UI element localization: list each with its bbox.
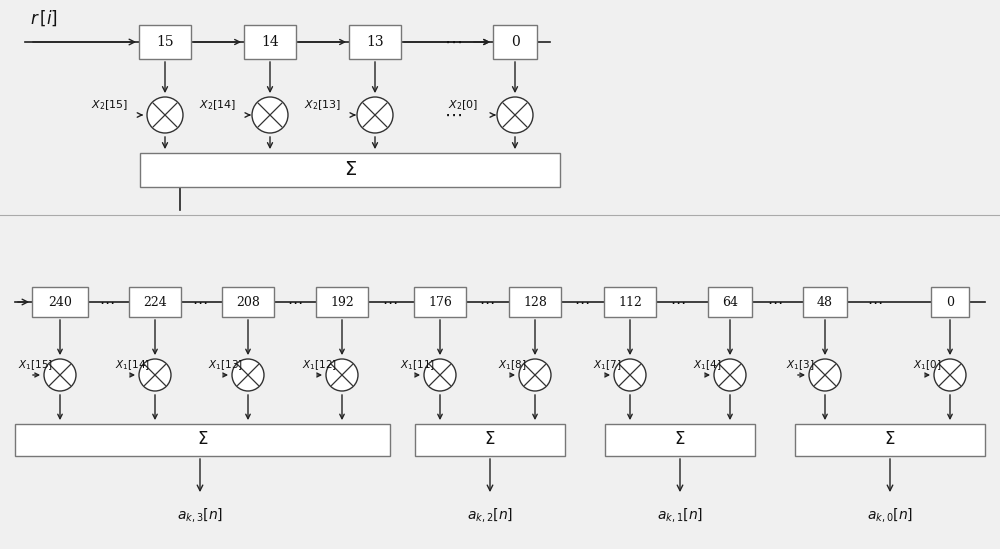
Text: $X_1[0]$: $X_1[0]$	[913, 358, 941, 372]
Text: $X_2[14]$: $X_2[14]$	[199, 98, 237, 112]
Circle shape	[519, 359, 551, 391]
Text: $\cdots$: $\cdots$	[670, 295, 686, 309]
Text: 224: 224	[143, 295, 167, 309]
Text: 64: 64	[722, 295, 738, 309]
Circle shape	[326, 359, 358, 391]
Text: $X_2[15]$: $X_2[15]$	[91, 98, 129, 112]
Bar	[803, 287, 847, 317]
Bar	[129, 287, 181, 317]
Text: $X_1[13]$: $X_1[13]$	[208, 358, 242, 372]
Text: $a_{k,2}[n]$: $a_{k,2}[n]$	[467, 506, 513, 524]
Text: $\Sigma$: $\Sigma$	[344, 161, 356, 179]
Text: 176: 176	[428, 295, 452, 309]
Text: $X_1[12]$: $X_1[12]$	[302, 358, 336, 372]
Bar	[139, 25, 191, 59]
Text: $\Sigma$: $\Sigma$	[484, 432, 496, 449]
Text: $\cdots$: $\cdots$	[767, 295, 783, 309]
Text: $\Sigma$: $\Sigma$	[674, 432, 686, 449]
Text: $\cdots$: $\cdots$	[479, 295, 495, 309]
Bar	[349, 25, 401, 59]
Circle shape	[147, 97, 183, 133]
Text: 14: 14	[261, 35, 279, 49]
Text: $X_1[3]$: $X_1[3]$	[786, 358, 814, 372]
Bar	[931, 287, 969, 317]
Bar	[605, 424, 755, 456]
Text: $X_1[14]$: $X_1[14]$	[115, 358, 149, 372]
Text: 48: 48	[817, 295, 833, 309]
Text: $\Sigma$: $\Sigma$	[884, 432, 896, 449]
Circle shape	[252, 97, 288, 133]
Text: $X_1[7]$: $X_1[7]$	[593, 358, 621, 372]
Text: $\cdots$: $\cdots$	[192, 295, 208, 309]
Text: $r\,[i]$: $r\,[i]$	[30, 8, 58, 28]
Bar	[316, 287, 368, 317]
Text: $\cdots$: $\cdots$	[574, 295, 590, 309]
Text: $\cdots$: $\cdots$	[99, 295, 115, 309]
Text: $\cdots$: $\cdots$	[287, 295, 303, 309]
Text: $X_1[4]$: $X_1[4]$	[693, 358, 721, 372]
Text: 112: 112	[618, 295, 642, 309]
Bar	[140, 153, 560, 187]
Text: $a_{k,0}[n]$: $a_{k,0}[n]$	[867, 506, 913, 524]
Text: 15: 15	[156, 35, 174, 49]
Bar	[244, 25, 296, 59]
Circle shape	[139, 359, 171, 391]
Text: $X_2[13]$: $X_2[13]$	[304, 98, 342, 112]
Bar	[15, 424, 390, 456]
Circle shape	[232, 359, 264, 391]
Bar	[493, 25, 537, 59]
Text: $X_1[8]$: $X_1[8]$	[498, 358, 526, 372]
Bar	[222, 287, 274, 317]
Text: 192: 192	[330, 295, 354, 309]
Text: $\cdots$: $\cdots$	[867, 295, 883, 309]
Text: $\cdots$: $\cdots$	[382, 295, 398, 309]
Text: $a_{k,3}[n]$: $a_{k,3}[n]$	[177, 506, 223, 524]
Text: 208: 208	[236, 295, 260, 309]
Text: 0: 0	[946, 295, 954, 309]
Circle shape	[424, 359, 456, 391]
Text: 0: 0	[511, 35, 519, 49]
Text: 240: 240	[48, 295, 72, 309]
Text: 128: 128	[523, 295, 547, 309]
Circle shape	[357, 97, 393, 133]
Text: $\cdots$: $\cdots$	[444, 106, 462, 124]
Bar	[795, 424, 985, 456]
Bar	[509, 287, 561, 317]
Bar	[415, 424, 565, 456]
Circle shape	[714, 359, 746, 391]
Text: $\Sigma$: $\Sigma$	[197, 432, 208, 449]
Circle shape	[614, 359, 646, 391]
Bar	[32, 287, 88, 317]
Text: $\cdots$: $\cdots$	[444, 33, 462, 51]
Circle shape	[809, 359, 841, 391]
Bar	[604, 287, 656, 317]
Bar	[708, 287, 752, 317]
Bar	[414, 287, 466, 317]
Circle shape	[44, 359, 76, 391]
Text: $X_2[0]$: $X_2[0]$	[448, 98, 478, 112]
Circle shape	[497, 97, 533, 133]
Text: $X_1[11]$: $X_1[11]$	[400, 358, 434, 372]
Text: $X_1[15]$: $X_1[15]$	[18, 358, 52, 372]
Circle shape	[934, 359, 966, 391]
Text: 13: 13	[366, 35, 384, 49]
Text: $a_{k,1}[n]$: $a_{k,1}[n]$	[657, 506, 703, 524]
